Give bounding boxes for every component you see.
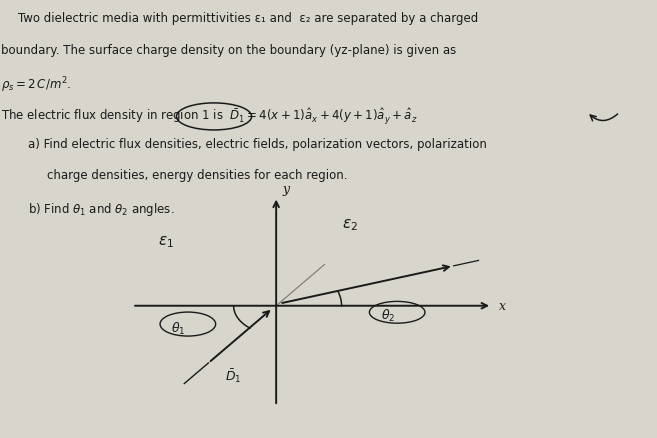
Text: b) Find $\theta_1$ and $\theta_2$ angles.: b) Find $\theta_1$ and $\theta_2$ angles…	[28, 200, 174, 217]
Text: y: y	[283, 182, 290, 195]
Text: $\varepsilon_2$: $\varepsilon_2$	[342, 217, 357, 233]
Text: $\rho_s = 2\,C/m^2.$: $\rho_s = 2\,C/m^2.$	[1, 75, 72, 95]
Text: $\theta_1$: $\theta_1$	[171, 320, 186, 336]
Text: x: x	[499, 300, 506, 313]
Text: Two dielectric media with permittivities ε₁ and  ε₂ are separated by a charged: Two dielectric media with permittivities…	[18, 12, 478, 25]
Text: charge densities, energy densities for each region.: charge densities, energy densities for e…	[47, 169, 348, 182]
Text: $\theta_2$: $\theta_2$	[381, 307, 395, 323]
Text: The electric flux density in region 1 is  $\bar{D}_1 = 4(x+1)\hat{a}_x + 4(y+1)\: The electric flux density in region 1 is…	[1, 106, 418, 126]
Text: $\varepsilon_1$: $\varepsilon_1$	[158, 234, 174, 250]
Text: boundary. The surface charge density on the boundary (yz-plane) is given as: boundary. The surface charge density on …	[1, 44, 457, 57]
Text: a) Find electric flux densities, electric fields, polarization vectors, polariza: a) Find electric flux densities, electri…	[28, 138, 486, 151]
Text: $\bar{D}_1$: $\bar{D}_1$	[225, 367, 241, 385]
